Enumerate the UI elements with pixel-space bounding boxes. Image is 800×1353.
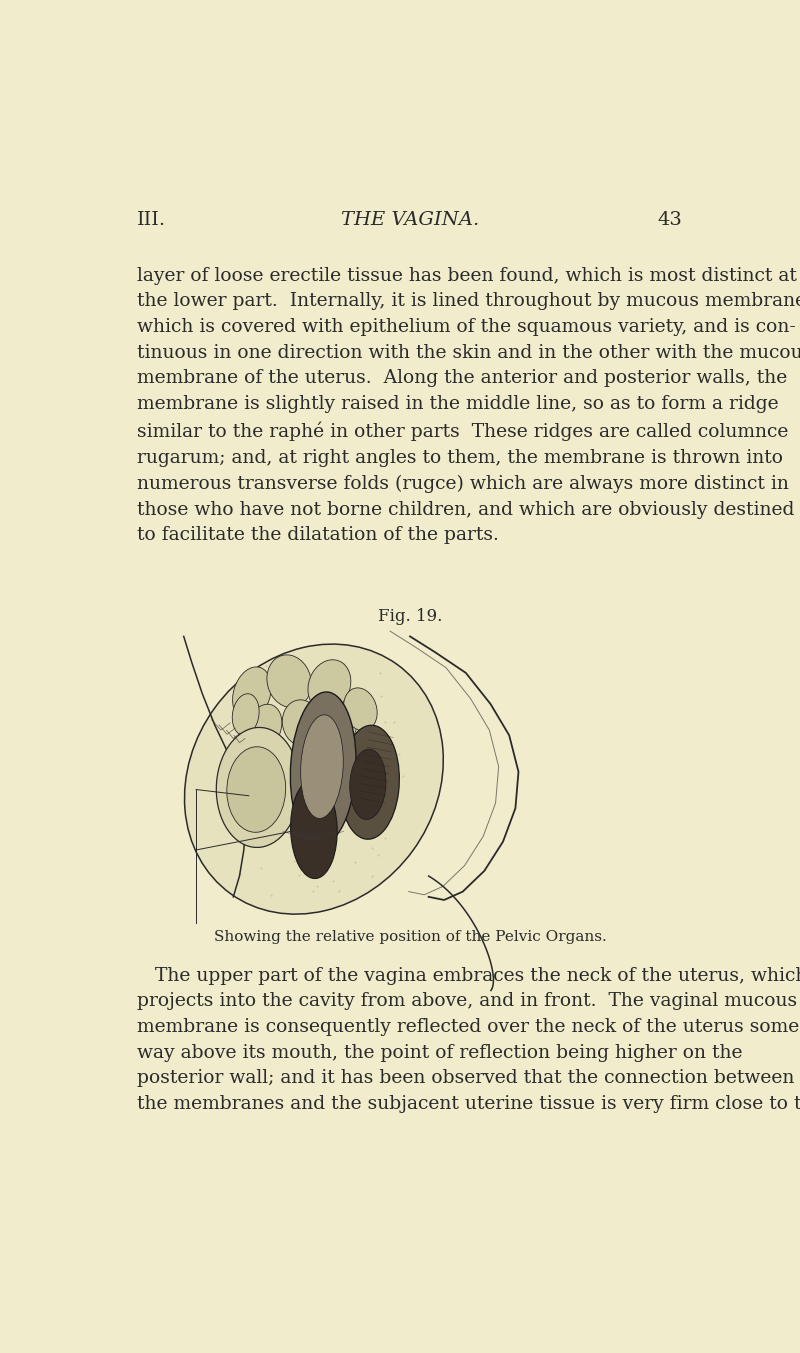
Ellipse shape [340, 725, 399, 839]
Text: 43: 43 [658, 211, 682, 229]
Text: layer of loose erectile tissue has been found, which is most distinct at
the low: layer of loose erectile tissue has been … [138, 267, 800, 544]
Ellipse shape [350, 750, 386, 820]
Text: Showing the relative position of the Pelvic Organs.: Showing the relative position of the Pel… [214, 930, 606, 944]
Ellipse shape [290, 691, 356, 846]
Ellipse shape [320, 702, 357, 747]
Ellipse shape [216, 728, 300, 847]
Text: THE VAGINA.: THE VAGINA. [341, 211, 479, 229]
Ellipse shape [301, 714, 343, 819]
Ellipse shape [344, 687, 377, 731]
Ellipse shape [267, 655, 311, 708]
Bar [150, 621, 634, 923]
Ellipse shape [185, 644, 443, 915]
Text: The upper part of the vagina embraces the neck of the uterus, which
projects int: The upper part of the vagina embraces th… [138, 966, 800, 1114]
Ellipse shape [246, 704, 282, 750]
Ellipse shape [232, 694, 259, 735]
Ellipse shape [227, 747, 286, 832]
Ellipse shape [233, 667, 271, 721]
Text: III.: III. [138, 211, 166, 229]
Text: Fig. 19.: Fig. 19. [378, 609, 442, 625]
Ellipse shape [290, 779, 338, 878]
Ellipse shape [308, 660, 351, 710]
Ellipse shape [282, 700, 321, 746]
